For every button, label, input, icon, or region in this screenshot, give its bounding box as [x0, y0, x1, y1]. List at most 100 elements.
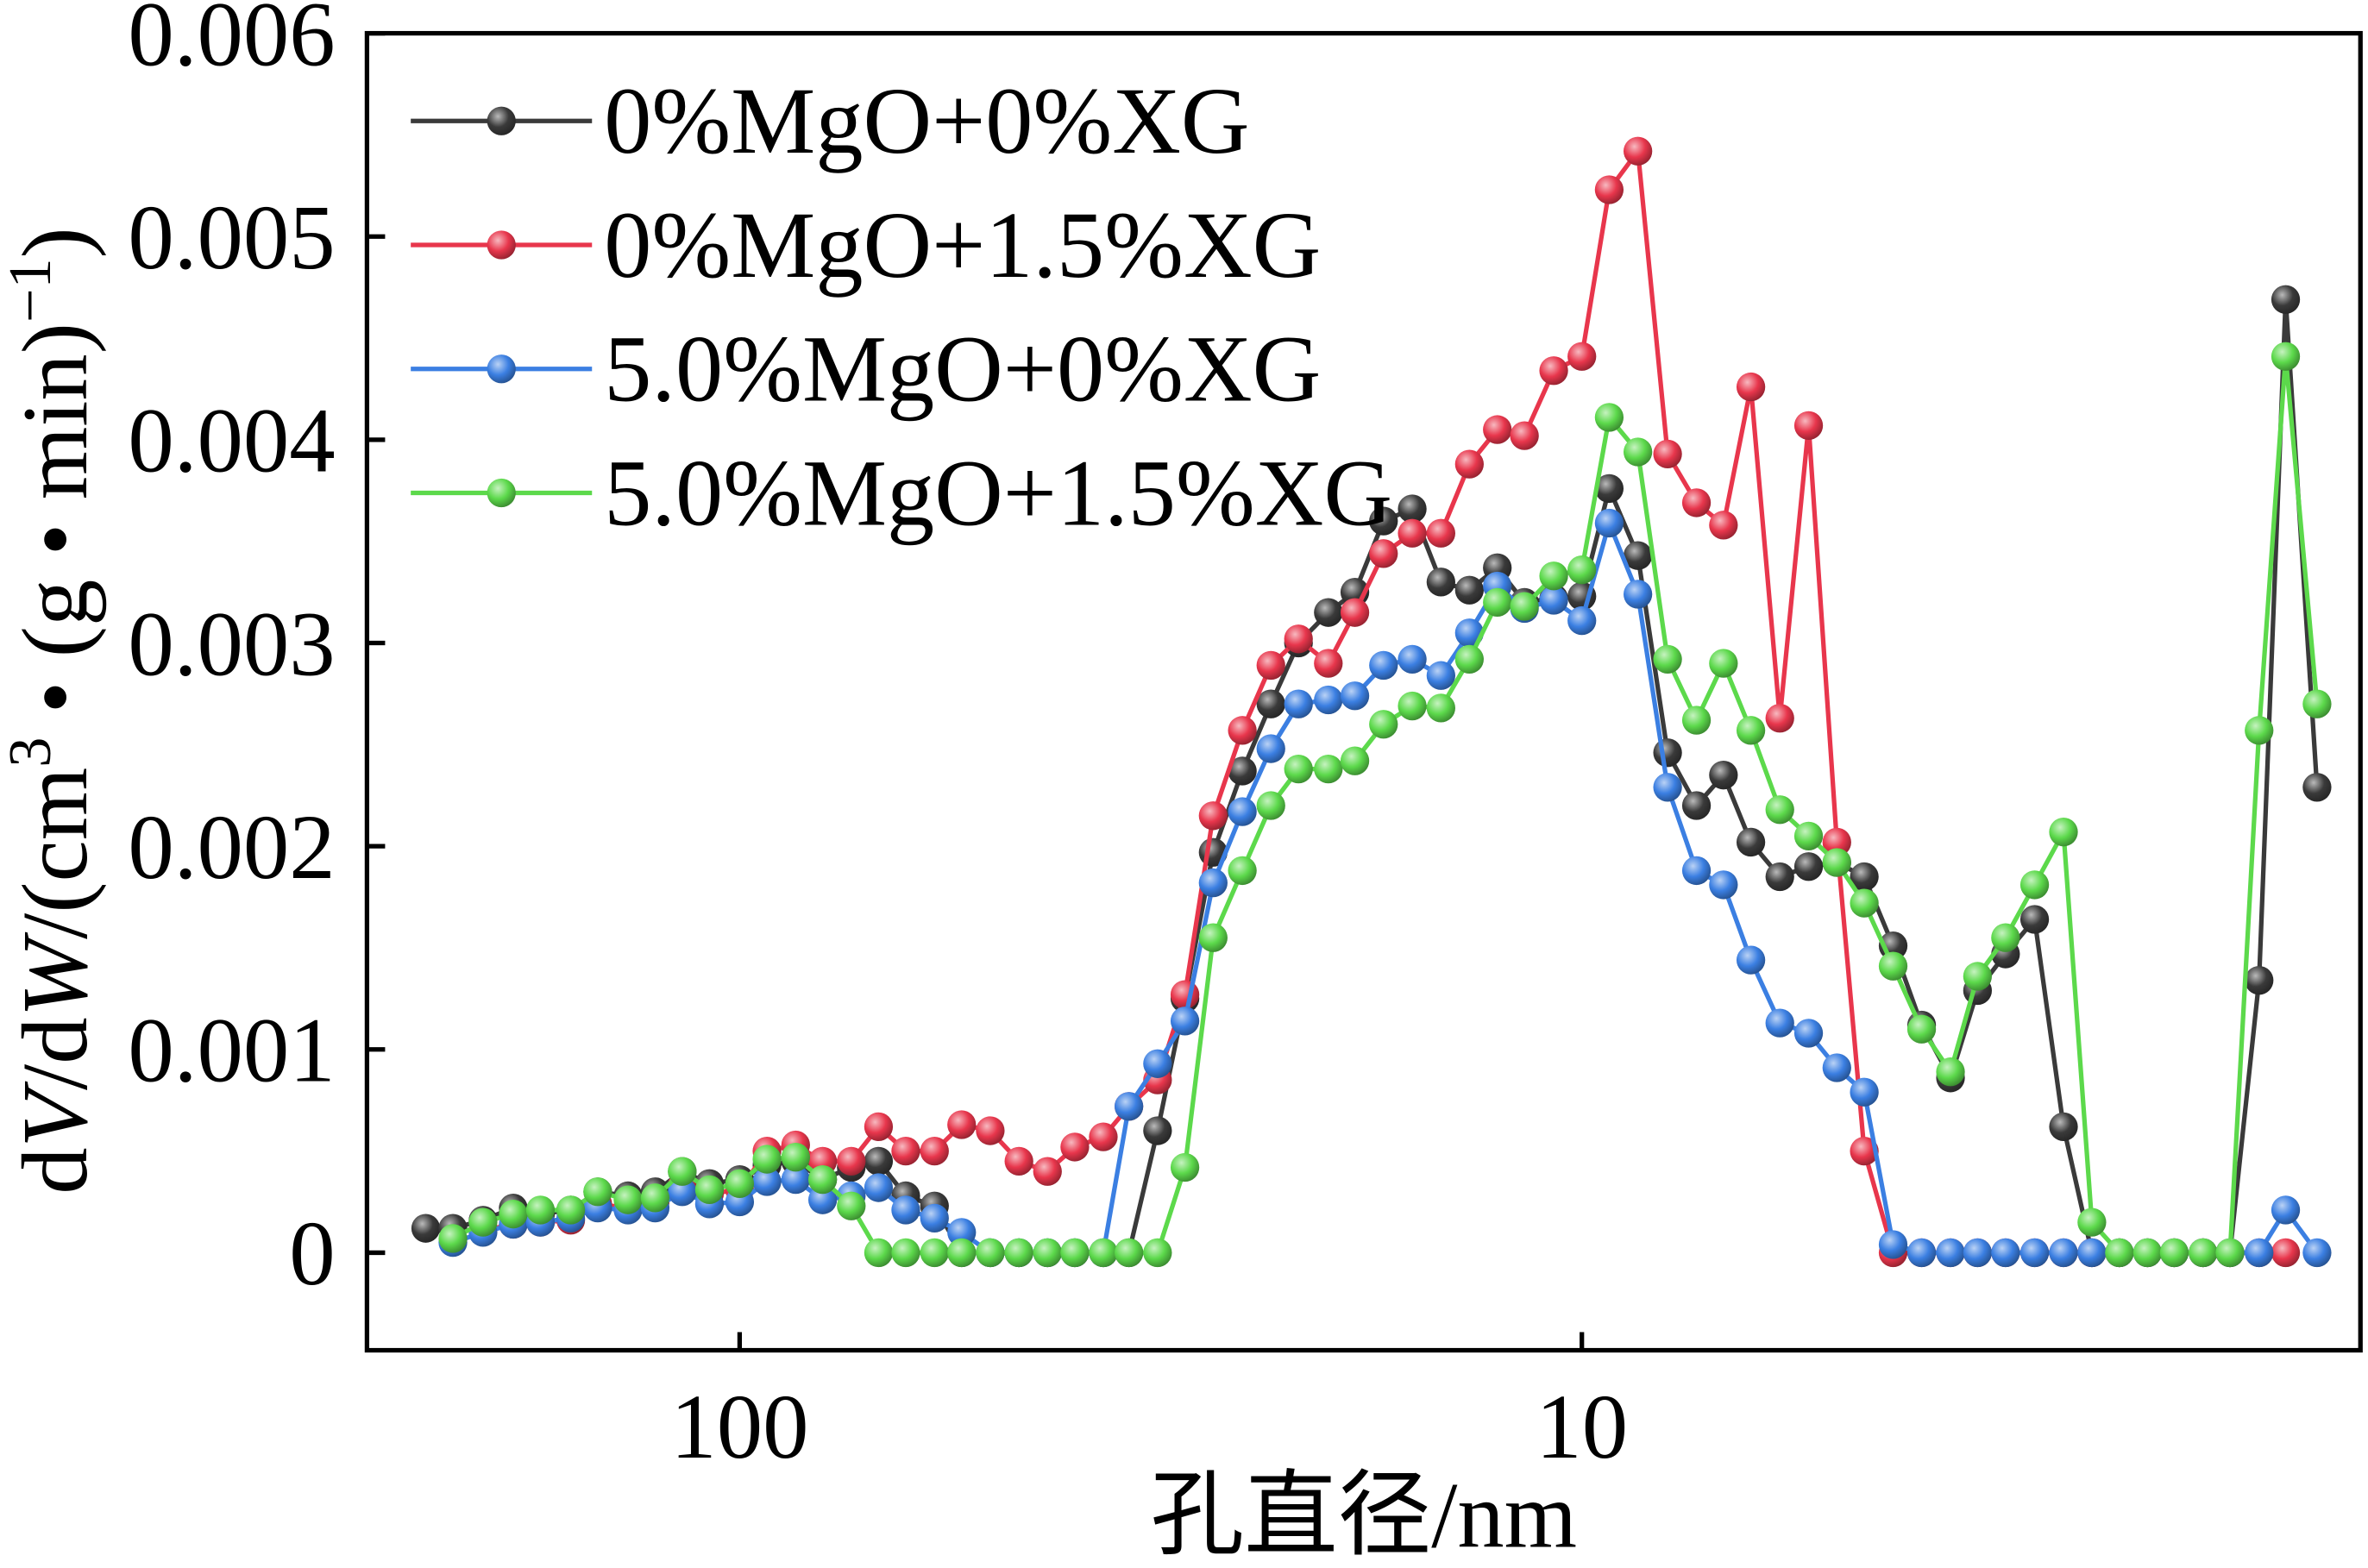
series-3-point [1765, 1008, 1794, 1038]
y-tick-label: 0.006 [128, 0, 335, 85]
series-4-point [1060, 1238, 1090, 1268]
series-2-point [1594, 175, 1624, 204]
series-3-point [1991, 1238, 2020, 1268]
series-2-point [2271, 1238, 2301, 1268]
series-1-point [1850, 862, 1879, 892]
series-2-point [976, 1116, 1005, 1145]
series-3-point [1906, 1238, 1937, 1268]
series-2-point [1736, 372, 1766, 402]
series-3-point [752, 1167, 782, 1196]
series-4-point [556, 1195, 586, 1225]
series-4-point [2302, 689, 2332, 718]
series-3-point [920, 1203, 949, 1233]
series-4-point [1314, 754, 1343, 784]
series-3-point [1228, 797, 1257, 826]
x-axis: 100 10 [670, 1332, 1628, 1478]
series-4-point [1878, 951, 1908, 981]
series-4 [438, 342, 2332, 1268]
series-4-point [1004, 1238, 1033, 1268]
series-1-point [1228, 756, 1257, 786]
series-3-point [1198, 868, 1228, 898]
series-4-point [2049, 818, 2078, 847]
series-4-point [1143, 1238, 1172, 1268]
series-3-point [1793, 1019, 1824, 1048]
series-4-point [1793, 821, 1824, 851]
series-4-point [725, 1169, 755, 1198]
series-2-point [1060, 1132, 1090, 1162]
series-3-point [1709, 870, 1738, 900]
series-1-point [2019, 905, 2050, 934]
y-axis-title-part: 3 [0, 737, 64, 768]
series-4-point [1991, 923, 2020, 952]
series-4-point [920, 1238, 949, 1268]
series-2-point [1228, 716, 1257, 745]
series-1-point [2245, 966, 2274, 995]
y-axis-title: dV/dW/(cm3 • (g • min)−1) [0, 227, 107, 1194]
series-3-point [781, 1164, 810, 1195]
series-3-point [1256, 734, 1285, 763]
series-3-point [1822, 1053, 1851, 1082]
series-3-point [1114, 1092, 1144, 1121]
series-2-point [1850, 1136, 1879, 1166]
legend-item: 0%MgO+1.5%XG [411, 192, 1321, 298]
series-3-point [1850, 1077, 1879, 1107]
series-4-point [1170, 1152, 1200, 1182]
series-1-point [1143, 1116, 1172, 1145]
legend-marker [487, 230, 516, 260]
series-2-point [1426, 518, 1455, 548]
y-axis-title-part: W [3, 931, 107, 1017]
series-4-point [864, 1238, 894, 1268]
series-3-point [1736, 945, 1766, 975]
series-3-point [1426, 661, 1455, 690]
legend-label: 0%MgO+0%XG [604, 68, 1249, 173]
y-axis-title-part: /(cm [3, 768, 107, 939]
series-4-point [1483, 587, 1512, 618]
series-2-point [1624, 136, 1653, 166]
series-4-point [1454, 644, 1484, 674]
series-4-point [2132, 1238, 2163, 1268]
series-3-point [1314, 685, 1343, 715]
series-3-point [947, 1218, 977, 1247]
series-1-point [1709, 761, 1738, 790]
series-4-point [2019, 870, 2050, 900]
series-2-point [1170, 980, 1200, 1009]
series-2-point [1653, 439, 1682, 469]
y-axis-title-part: /d [3, 1017, 107, 1090]
series-4-point [583, 1177, 612, 1207]
legend-marker [487, 106, 516, 135]
y-axis-title-part: V [3, 1081, 107, 1147]
series-2-point [1198, 801, 1228, 831]
series-3-point [1284, 689, 1313, 718]
y-tick-label: 0 [289, 1203, 335, 1305]
y-axis-title-part: d [3, 1147, 107, 1194]
series-4-point [438, 1224, 468, 1253]
plot-area [411, 136, 2332, 1268]
series-4-point [1736, 716, 1766, 745]
series-2-point [837, 1146, 866, 1176]
y-tick-label: 0.003 [128, 593, 335, 695]
legend-item: 5.0%MgO+0%XG [411, 317, 1321, 422]
series-1-point [1314, 598, 1343, 627]
series-4-point [1594, 403, 1624, 432]
series-3-point [2245, 1238, 2274, 1268]
series-4-point [1963, 962, 1993, 991]
series-3-point [2302, 1238, 2332, 1268]
series-3-point [1936, 1238, 1965, 1268]
series-1 [411, 285, 2332, 1268]
series-1-point [1369, 506, 1398, 536]
series-1-point [1736, 827, 1766, 857]
series-4-point [976, 1238, 1005, 1268]
series-3-point [2049, 1238, 2078, 1268]
series-4-point [752, 1145, 782, 1174]
series-2-point [1793, 411, 1824, 441]
series-4-point [837, 1191, 866, 1220]
series-2-point [1822, 827, 1851, 857]
series-3-point [1340, 681, 1370, 711]
series-1-point [1594, 474, 1624, 504]
series-2-point [1256, 650, 1285, 681]
legend: 0%MgO+0%XG 0%MgO+1.5%XG 5.0%MgO+0%XG 5.0%Mg… [411, 68, 1392, 545]
series-4-point [668, 1157, 697, 1186]
series-2-point [1483, 415, 1512, 444]
series-4-point [1198, 923, 1228, 952]
series-3-point [864, 1173, 894, 1202]
